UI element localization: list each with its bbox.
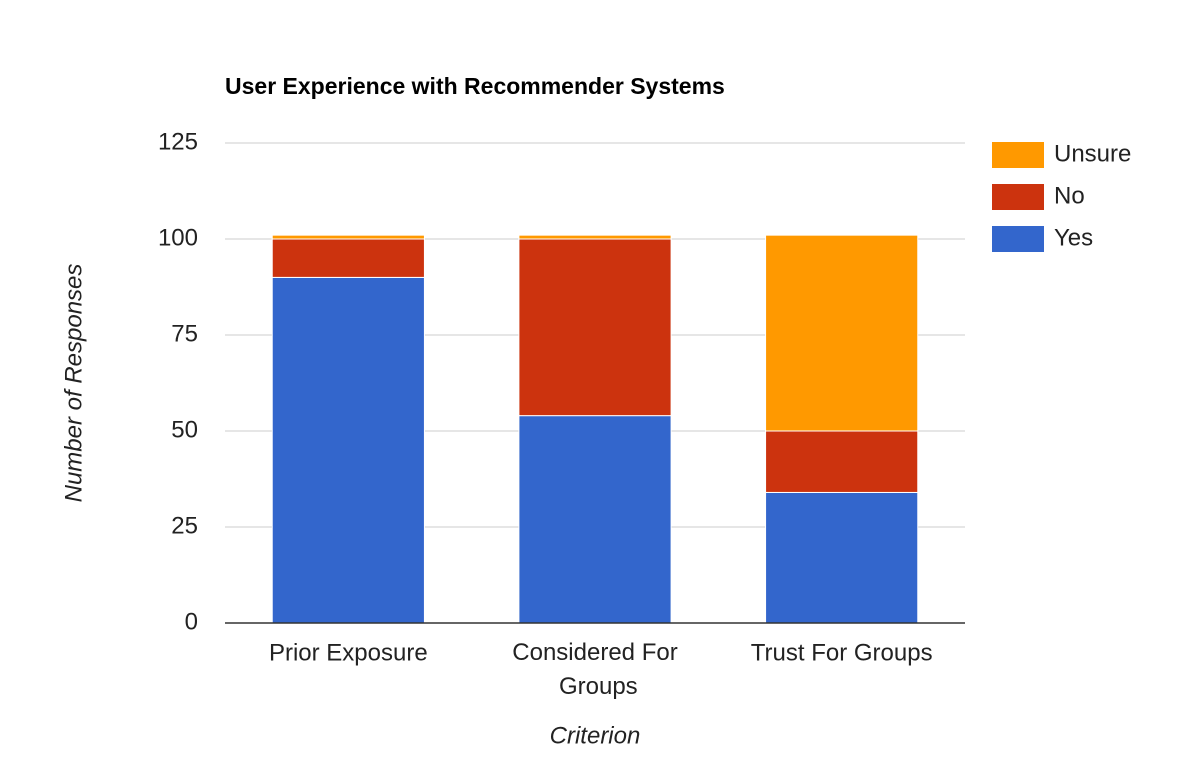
bar-segment	[765, 430, 919, 493]
legend-swatch	[992, 184, 1044, 210]
y-tick-label: 0	[185, 608, 198, 635]
legend-label: Yes	[1054, 224, 1093, 251]
y-tick-label: 100	[158, 224, 198, 251]
x-tick-label: Trust For Groups	[751, 639, 933, 666]
x-axis-title: Criterion	[550, 722, 641, 749]
legend-label: Unsure	[1054, 140, 1131, 167]
legend-swatch	[992, 226, 1044, 252]
y-tick-label: 75	[171, 320, 198, 347]
bar-segment	[271, 276, 425, 624]
y-tick-label: 25	[171, 512, 198, 539]
y-tick-label: 50	[171, 416, 198, 443]
x-tick-label: Prior Exposure	[269, 639, 428, 666]
bar-segment	[765, 491, 919, 624]
y-axis-title: Number of Responses	[60, 264, 87, 503]
bar-segment	[765, 234, 919, 432]
legend-label: No	[1054, 182, 1085, 209]
bar-segment	[271, 234, 425, 240]
x-tick-label: Considered For Groups	[512, 639, 677, 700]
bar-segment	[518, 415, 672, 624]
legend-swatch	[992, 142, 1044, 168]
y-tick-label: 125	[158, 128, 198, 155]
bar-segment	[518, 234, 672, 240]
bar-segment	[271, 238, 425, 278]
bar-segment	[518, 238, 672, 417]
chart-title: User Experience with Recommender Systems	[225, 73, 725, 99]
